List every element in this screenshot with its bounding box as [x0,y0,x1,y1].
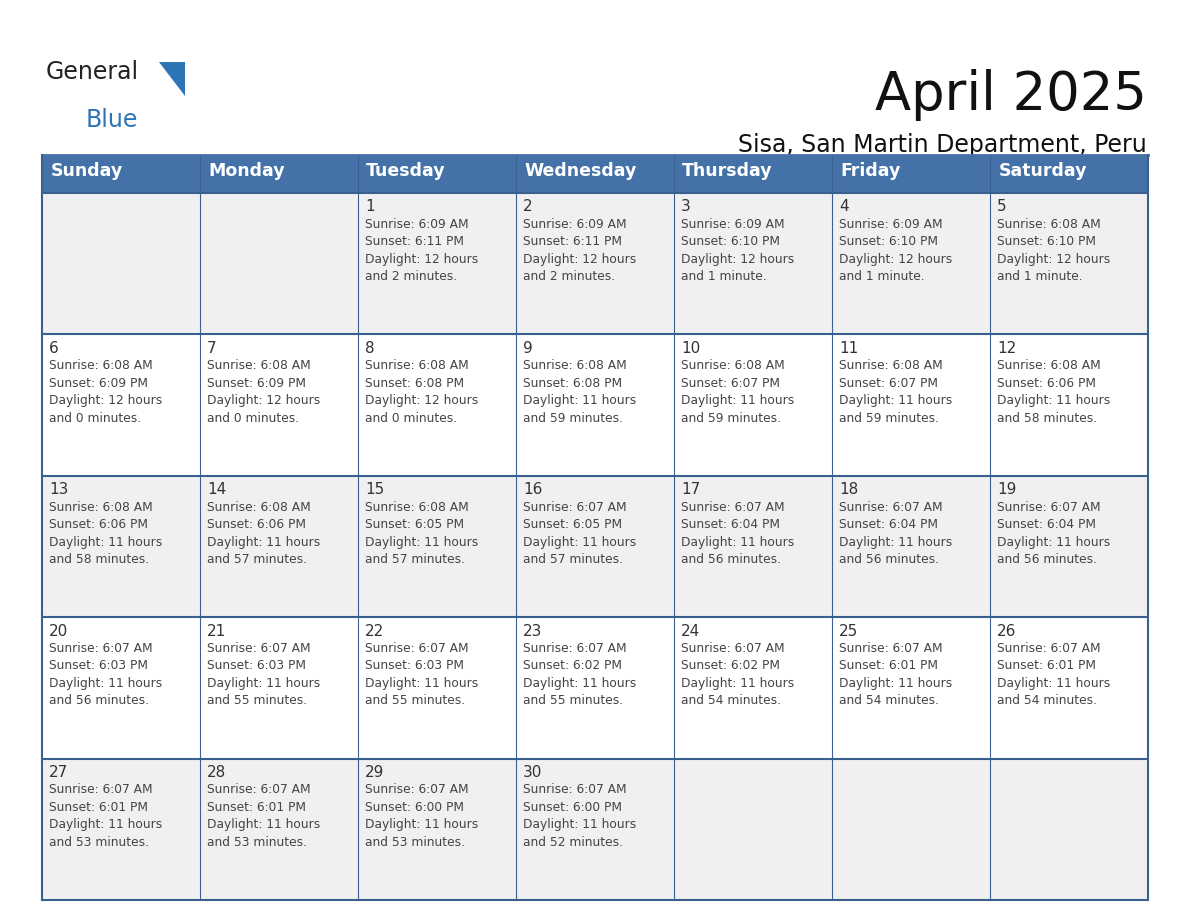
Polygon shape [159,62,185,96]
Text: 6: 6 [49,341,59,356]
Text: Sunrise: 6:07 AM
Sunset: 6:04 PM
Daylight: 11 hours
and 56 minutes.: Sunrise: 6:07 AM Sunset: 6:04 PM Dayligh… [839,500,953,566]
Text: 5: 5 [997,199,1006,215]
Text: Sunrise: 6:07 AM
Sunset: 6:04 PM
Daylight: 11 hours
and 56 minutes.: Sunrise: 6:07 AM Sunset: 6:04 PM Dayligh… [681,500,795,566]
Text: 1: 1 [365,199,374,215]
Text: 4: 4 [839,199,848,215]
Text: Sunday: Sunday [50,162,122,180]
Text: 23: 23 [523,623,543,639]
Text: 12: 12 [997,341,1017,356]
Text: 15: 15 [365,482,385,498]
Text: Sunrise: 6:07 AM
Sunset: 6:01 PM
Daylight: 11 hours
and 54 minutes.: Sunrise: 6:07 AM Sunset: 6:01 PM Dayligh… [839,642,953,708]
Text: 8: 8 [365,341,374,356]
Text: Blue: Blue [86,108,138,132]
Text: 7: 7 [207,341,216,356]
Text: Tuesday: Tuesday [366,162,446,180]
Text: Thursday: Thursday [682,162,773,180]
Text: Sunrise: 6:07 AM
Sunset: 6:02 PM
Daylight: 11 hours
and 55 minutes.: Sunrise: 6:07 AM Sunset: 6:02 PM Dayligh… [523,642,637,708]
Text: Sunrise: 6:09 AM
Sunset: 6:10 PM
Daylight: 12 hours
and 1 minute.: Sunrise: 6:09 AM Sunset: 6:10 PM Dayligh… [839,218,953,284]
Text: Sunrise: 6:07 AM
Sunset: 6:05 PM
Daylight: 11 hours
and 57 minutes.: Sunrise: 6:07 AM Sunset: 6:05 PM Dayligh… [523,500,637,566]
Text: 19: 19 [997,482,1017,498]
Text: Sunrise: 6:07 AM
Sunset: 6:03 PM
Daylight: 11 hours
and 56 minutes.: Sunrise: 6:07 AM Sunset: 6:03 PM Dayligh… [49,642,163,708]
Text: April 2025: April 2025 [874,69,1146,121]
Text: 30: 30 [523,765,543,780]
Text: 17: 17 [681,482,701,498]
Text: 9: 9 [523,341,533,356]
Text: Sunrise: 6:08 AM
Sunset: 6:10 PM
Daylight: 12 hours
and 1 minute.: Sunrise: 6:08 AM Sunset: 6:10 PM Dayligh… [997,218,1111,284]
Text: Sunrise: 6:07 AM
Sunset: 6:03 PM
Daylight: 11 hours
and 55 minutes.: Sunrise: 6:07 AM Sunset: 6:03 PM Dayligh… [207,642,321,708]
Text: 25: 25 [839,623,859,639]
Text: 10: 10 [681,341,701,356]
Text: Sunrise: 6:08 AM
Sunset: 6:09 PM
Daylight: 12 hours
and 0 minutes.: Sunrise: 6:08 AM Sunset: 6:09 PM Dayligh… [207,359,321,425]
Text: Saturday: Saturday [998,162,1087,180]
Text: 3: 3 [681,199,691,215]
Text: 18: 18 [839,482,859,498]
Text: 26: 26 [997,623,1017,639]
Text: Sunrise: 6:09 AM
Sunset: 6:11 PM
Daylight: 12 hours
and 2 minutes.: Sunrise: 6:09 AM Sunset: 6:11 PM Dayligh… [523,218,637,284]
Text: Sunrise: 6:09 AM
Sunset: 6:11 PM
Daylight: 12 hours
and 2 minutes.: Sunrise: 6:09 AM Sunset: 6:11 PM Dayligh… [365,218,479,284]
Text: Friday: Friday [840,162,901,180]
Text: Sunrise: 6:07 AM
Sunset: 6:01 PM
Daylight: 11 hours
and 53 minutes.: Sunrise: 6:07 AM Sunset: 6:01 PM Dayligh… [207,783,321,849]
Text: Wednesday: Wednesday [524,162,637,180]
Text: 28: 28 [207,765,227,780]
Text: Sunrise: 6:07 AM
Sunset: 6:03 PM
Daylight: 11 hours
and 55 minutes.: Sunrise: 6:07 AM Sunset: 6:03 PM Dayligh… [365,642,479,708]
Text: Sunrise: 6:07 AM
Sunset: 6:01 PM
Daylight: 11 hours
and 53 minutes.: Sunrise: 6:07 AM Sunset: 6:01 PM Dayligh… [49,783,163,849]
Text: Sunrise: 6:08 AM
Sunset: 6:06 PM
Daylight: 11 hours
and 58 minutes.: Sunrise: 6:08 AM Sunset: 6:06 PM Dayligh… [49,500,163,566]
Text: Sunrise: 6:07 AM
Sunset: 6:00 PM
Daylight: 11 hours
and 53 minutes.: Sunrise: 6:07 AM Sunset: 6:00 PM Dayligh… [365,783,479,849]
Text: General: General [45,60,138,84]
Text: 2: 2 [523,199,532,215]
Text: Sunrise: 6:08 AM
Sunset: 6:05 PM
Daylight: 11 hours
and 57 minutes.: Sunrise: 6:08 AM Sunset: 6:05 PM Dayligh… [365,500,479,566]
Text: Monday: Monday [208,162,285,180]
Text: Sunrise: 6:07 AM
Sunset: 6:04 PM
Daylight: 11 hours
and 56 minutes.: Sunrise: 6:07 AM Sunset: 6:04 PM Dayligh… [997,500,1111,566]
Text: 21: 21 [207,623,227,639]
Text: 22: 22 [365,623,385,639]
Text: 14: 14 [207,482,227,498]
Text: 11: 11 [839,341,859,356]
Text: 24: 24 [681,623,701,639]
Text: Sunrise: 6:08 AM
Sunset: 6:09 PM
Daylight: 12 hours
and 0 minutes.: Sunrise: 6:08 AM Sunset: 6:09 PM Dayligh… [49,359,163,425]
Text: 27: 27 [49,765,69,780]
Text: Sunrise: 6:08 AM
Sunset: 6:07 PM
Daylight: 11 hours
and 59 minutes.: Sunrise: 6:08 AM Sunset: 6:07 PM Dayligh… [681,359,795,425]
Text: Sunrise: 6:07 AM
Sunset: 6:02 PM
Daylight: 11 hours
and 54 minutes.: Sunrise: 6:07 AM Sunset: 6:02 PM Dayligh… [681,642,795,708]
Text: Sunrise: 6:08 AM
Sunset: 6:07 PM
Daylight: 11 hours
and 59 minutes.: Sunrise: 6:08 AM Sunset: 6:07 PM Dayligh… [839,359,953,425]
Text: Sunrise: 6:07 AM
Sunset: 6:01 PM
Daylight: 11 hours
and 54 minutes.: Sunrise: 6:07 AM Sunset: 6:01 PM Dayligh… [997,642,1111,708]
Text: 20: 20 [49,623,69,639]
Text: Sunrise: 6:07 AM
Sunset: 6:00 PM
Daylight: 11 hours
and 52 minutes.: Sunrise: 6:07 AM Sunset: 6:00 PM Dayligh… [523,783,637,849]
Text: Sunrise: 6:09 AM
Sunset: 6:10 PM
Daylight: 12 hours
and 1 minute.: Sunrise: 6:09 AM Sunset: 6:10 PM Dayligh… [681,218,795,284]
Text: 29: 29 [365,765,385,780]
Text: 13: 13 [49,482,69,498]
Text: Sunrise: 6:08 AM
Sunset: 6:08 PM
Daylight: 11 hours
and 59 minutes.: Sunrise: 6:08 AM Sunset: 6:08 PM Dayligh… [523,359,637,425]
Text: Sunrise: 6:08 AM
Sunset: 6:06 PM
Daylight: 11 hours
and 57 minutes.: Sunrise: 6:08 AM Sunset: 6:06 PM Dayligh… [207,500,321,566]
Text: 16: 16 [523,482,543,498]
Text: Sisa, San Martin Department, Peru: Sisa, San Martin Department, Peru [738,133,1146,157]
Text: Sunrise: 6:08 AM
Sunset: 6:08 PM
Daylight: 12 hours
and 0 minutes.: Sunrise: 6:08 AM Sunset: 6:08 PM Dayligh… [365,359,479,425]
Text: Sunrise: 6:08 AM
Sunset: 6:06 PM
Daylight: 11 hours
and 58 minutes.: Sunrise: 6:08 AM Sunset: 6:06 PM Dayligh… [997,359,1111,425]
